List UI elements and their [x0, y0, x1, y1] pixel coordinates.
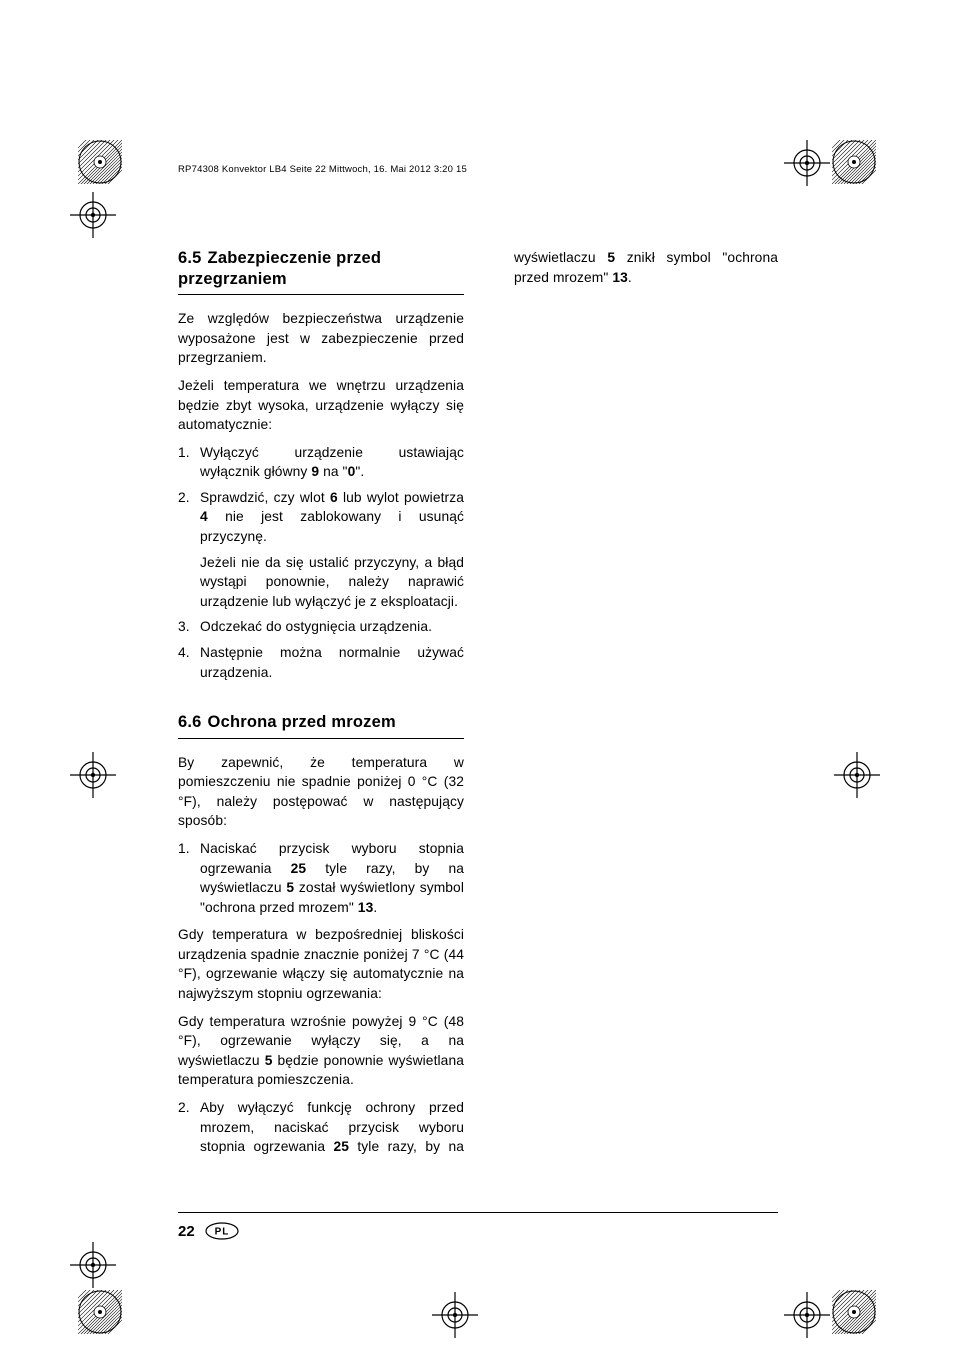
list-number: 3. [178, 617, 190, 637]
list-number: 1. [178, 443, 190, 463]
footer-rule [178, 1212, 778, 1213]
page-footer: 22 PL [178, 1222, 239, 1240]
list-item: 3. Odczekać do ostygnięcia urządzenia. [178, 617, 464, 637]
print-mark-hatched-tl [78, 140, 122, 184]
section-number: 6.5 [178, 248, 202, 269]
print-registration-mark-icon [782, 1290, 832, 1340]
print-registration-mark-icon [430, 1290, 480, 1340]
print-mark-hatched-br [832, 1290, 876, 1334]
list-item: 1. Wyłączyć urządzenie ustawiając wyłącz… [178, 443, 464, 482]
numbered-list: 1. Wyłączyć urządzenie ustawiając wyłącz… [178, 443, 464, 682]
print-registration-mark-icon [782, 138, 832, 188]
list-number: 4. [178, 643, 190, 663]
list-item: 4. Następnie można normalnie używać urzą… [178, 643, 464, 682]
numbered-list: 1. Naciskać przycisk wyboru stopnia ogrz… [178, 839, 464, 917]
page-number: 22 [178, 1223, 195, 1240]
page-body: 6.5Zabezpieczenie przed przegrzaniem Ze … [178, 248, 778, 1188]
paragraph: Ze względów bezpieczeństwa urządzenie wy… [178, 309, 464, 368]
list-item: 2. Sprawdzić, czy wlot 6 lub wylot powie… [178, 488, 464, 547]
list-number: 2. [178, 488, 190, 508]
list-number: 2. [178, 1098, 190, 1118]
paragraph: Gdy temperatura wzrośnie powyżej 9 °C (4… [178, 1012, 464, 1090]
section-title: Zabezpieczenie przed przegrzaniem [178, 249, 381, 288]
print-mark-hatched-bl [78, 1290, 122, 1334]
list-subparagraph: Jeżeli nie da się ustalić przyczyny, a b… [178, 553, 464, 612]
print-registration-mark-icon [68, 1240, 118, 1290]
list-number: 1. [178, 839, 190, 859]
list-item: 1. Naciskać przycisk wyboru stopnia ogrz… [178, 839, 464, 917]
section-title: Ochrona przed mrozem [208, 713, 396, 731]
language-badge-icon: PL [205, 1222, 239, 1240]
paragraph: By zapewnić, że temperatura w pomieszcze… [178, 753, 464, 831]
print-mark-hatched-tr [832, 140, 876, 184]
section-heading-6-6: 6.6 Ochrona przed mrozem [178, 712, 464, 739]
svg-text:PL: PL [214, 1227, 229, 1238]
paragraph: Gdy temperatura w bezpośredniej bliskośc… [178, 925, 464, 1003]
page-header-meta: RP74308 Konvektor LB4 Seite 22 Mittwoch,… [178, 164, 467, 175]
print-registration-mark-icon [68, 750, 118, 800]
section-heading-6-5: 6.5Zabezpieczenie przed przegrzaniem [178, 248, 464, 295]
section-number: 6.6 [178, 712, 202, 733]
paragraph: Jeżeli temperatura we wnętrzu urządzenia… [178, 376, 464, 435]
print-registration-mark-icon [832, 750, 882, 800]
print-registration-mark-icon [68, 190, 118, 240]
